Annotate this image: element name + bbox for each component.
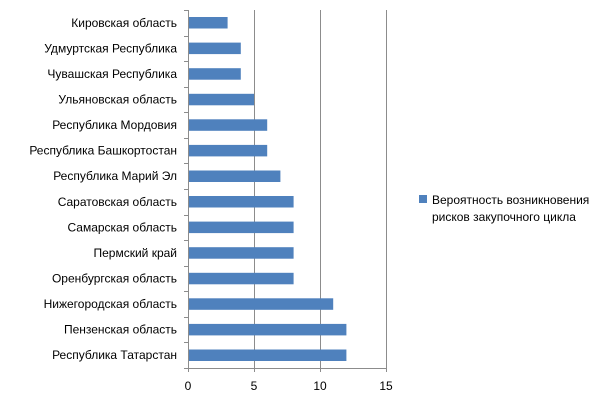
category-label: Ульяновская область [58,93,177,107]
category-label: Нижегородская область [44,297,177,311]
bar [188,323,347,336]
category-label: Пензенская область [64,323,177,337]
category-label: Удмуртская Республика [44,41,177,55]
x-tick-label: 0 [185,379,192,393]
bar [188,196,294,208]
category-label: Республика Татарстан [52,348,177,362]
x-tick-labels: 0 5 10 15 [185,379,393,393]
bar [188,119,268,131]
category-label: Республика Мордовия [52,118,177,132]
category-label: Республика Марий Эл [53,169,177,183]
category-label: Пермский край [93,246,177,260]
bars [188,17,347,361]
legend-swatch [419,195,427,203]
bar [188,221,294,234]
bar [188,349,347,361]
bar [188,170,281,182]
category-label: Чувашская Республика [47,67,177,81]
bar [188,42,241,55]
bar [188,144,268,157]
category-labels: Кировская область Удмуртская Республика Чу… [29,16,177,362]
x-tick-label: 5 [251,379,258,393]
bar [188,17,228,29]
bar [188,272,294,285]
category-label: Самарская область [67,220,177,234]
legend-label-line-2: рисков закупочного цикла [432,210,576,224]
x-tick-label: 15 [379,379,393,393]
axes [184,10,387,372]
bar [188,68,241,80]
bar [188,298,334,310]
legend: Вероятность возникновения рисков закупоч… [419,193,589,224]
bar [188,93,254,106]
category-label: Кировская область [71,16,177,30]
category-label: Оренбургская область [52,272,177,286]
gridlines [254,10,387,368]
category-label: Республика Башкортостан [29,144,177,158]
x-tick-label: 10 [313,379,327,393]
bar [188,247,294,259]
legend-label-line-1: Вероятность возникновения [432,193,589,207]
category-label: Саратовская область [58,195,177,209]
